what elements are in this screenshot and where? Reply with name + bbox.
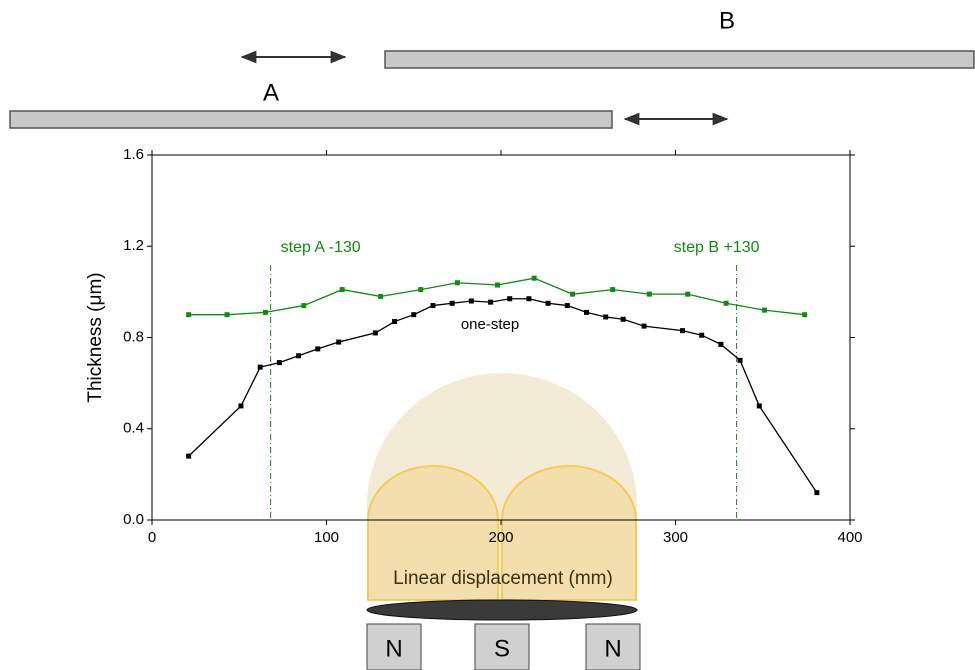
y-axis-label: Thickness (μm): [85, 272, 106, 402]
data-point: [372, 330, 378, 336]
magnet-label: N: [604, 635, 621, 662]
plasma-lobe: [501, 465, 637, 601]
data-point: [411, 312, 417, 318]
data-point: [507, 296, 513, 302]
step-label: step A -130: [281, 239, 361, 256]
y-tick-label: 1.2: [123, 237, 144, 254]
x-tick-label: 200: [488, 529, 513, 546]
data-point: [238, 403, 244, 409]
data-point: [646, 291, 652, 297]
x-tick-label: 100: [314, 529, 339, 546]
x-tick-label: 400: [837, 529, 862, 546]
data-point: [430, 303, 436, 309]
data-point: [699, 332, 705, 338]
plasma-lobe: [367, 465, 499, 601]
data-point: [679, 328, 685, 334]
magnet: [474, 623, 530, 670]
data-point: [570, 291, 576, 297]
x-tick-label: 0: [148, 529, 156, 546]
annotation: one-step: [461, 316, 519, 333]
data-point: [186, 312, 192, 318]
data-point: [545, 300, 551, 306]
data-point: [531, 275, 537, 281]
step-label: step B +130: [674, 239, 760, 256]
data-point: [584, 309, 590, 315]
substrate-b: [384, 50, 975, 69]
data-point: [186, 453, 192, 459]
substrate-label: B: [719, 7, 735, 34]
data-point: [454, 280, 460, 286]
data-point: [756, 403, 762, 409]
data-point: [315, 346, 321, 352]
data-point: [224, 312, 230, 318]
series-line: [188, 298, 818, 493]
y-tick-label: 0.0: [123, 511, 144, 528]
substrate-label: A: [263, 79, 279, 106]
plot: 0 100 200 300 400 0.0 0.4 0.8 1.2 1.6 Linear displ…: [85, 146, 863, 589]
data-point: [378, 293, 384, 299]
data-point: [620, 316, 626, 322]
data-point: [737, 357, 743, 363]
data-point: [336, 339, 342, 345]
magnet-label: S: [494, 635, 510, 662]
data-point: [641, 323, 647, 329]
data-point: [564, 303, 570, 309]
data-point: [526, 296, 532, 302]
data-point: [814, 490, 820, 496]
data-point: [468, 298, 474, 304]
data-point: [723, 300, 729, 306]
y-tick-label: 0.8: [123, 328, 144, 345]
x-axis-label: Linear displacement (mm): [393, 568, 613, 589]
data-point: [276, 360, 282, 366]
data-point: [257, 364, 263, 370]
data-point: [495, 282, 501, 288]
data-point: [392, 319, 398, 325]
data-point: [262, 309, 268, 315]
y-tick-label: 0.4: [123, 420, 144, 437]
magnet: [366, 623, 422, 670]
x-tick-label: 300: [663, 529, 688, 546]
magnet-label: N: [385, 635, 402, 662]
data-point: [339, 287, 345, 293]
y-tick-label: 1.6: [123, 146, 144, 163]
data-point: [301, 303, 307, 309]
data-point: [603, 314, 609, 320]
data-point: [718, 341, 724, 347]
data-point: [296, 353, 302, 359]
data-point: [610, 287, 616, 293]
target: [366, 599, 638, 621]
data-point: [449, 300, 455, 306]
data-point: [685, 291, 691, 297]
substrate-a: [9, 110, 613, 129]
data-point: [802, 312, 808, 318]
data-point: [488, 299, 494, 305]
magnet: [585, 623, 641, 670]
data-point: [418, 287, 424, 293]
data-point: [761, 307, 767, 313]
